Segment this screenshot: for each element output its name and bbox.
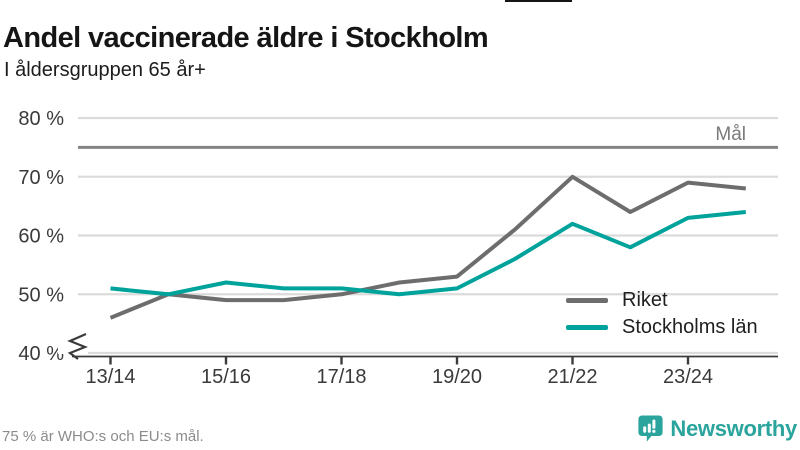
- x-tick-label: 13/14: [85, 366, 135, 388]
- legend-item-riket: Riket: [566, 289, 758, 311]
- legend-label-riket: Riket: [622, 288, 668, 311]
- x-tick-label: 15/16: [201, 366, 251, 388]
- x-tick-label: 23/24: [663, 366, 713, 388]
- target-label: Mål: [715, 124, 746, 145]
- legend-label-stockholms-lan: Stockholms län: [622, 315, 758, 338]
- series-line-stockholms-l-n: [110, 210, 747, 297]
- y-tick-label: 50 %: [18, 284, 64, 306]
- brand-logo: Newsworthy: [637, 414, 797, 443]
- y-tick-label: 60 %: [18, 226, 64, 248]
- y-tick-label: 70 %: [18, 167, 64, 189]
- page-title: Andel vaccinerade äldre i Stockholm: [3, 22, 489, 55]
- newsworthy-icon: [638, 415, 664, 442]
- brand-name: Newsworthy: [670, 415, 797, 441]
- footer-note: 75 % är WHO:s och EU:s mål.: [2, 428, 204, 445]
- legend-item-stockholms-lan: Stockholms län: [566, 316, 758, 338]
- x-tick-label: 21/22: [547, 366, 597, 388]
- axis-break-icon: [67, 332, 88, 360]
- x-tick-label: 17/18: [316, 366, 366, 388]
- y-tick-label: 80 %: [18, 108, 64, 130]
- legend-swatch-stockholms-lan: [566, 324, 608, 330]
- x-tick-label: 19/20: [432, 366, 482, 388]
- series-line-riket: [109, 174, 747, 320]
- y-tick-label: 40 %: [18, 343, 64, 365]
- legend: Riket Stockholms län: [566, 289, 758, 338]
- legend-swatch-riket: [566, 297, 608, 303]
- top-edge-artifact-line: [505, 0, 572, 2]
- page-subtitle: I åldersgruppen 65 år+: [4, 59, 206, 81]
